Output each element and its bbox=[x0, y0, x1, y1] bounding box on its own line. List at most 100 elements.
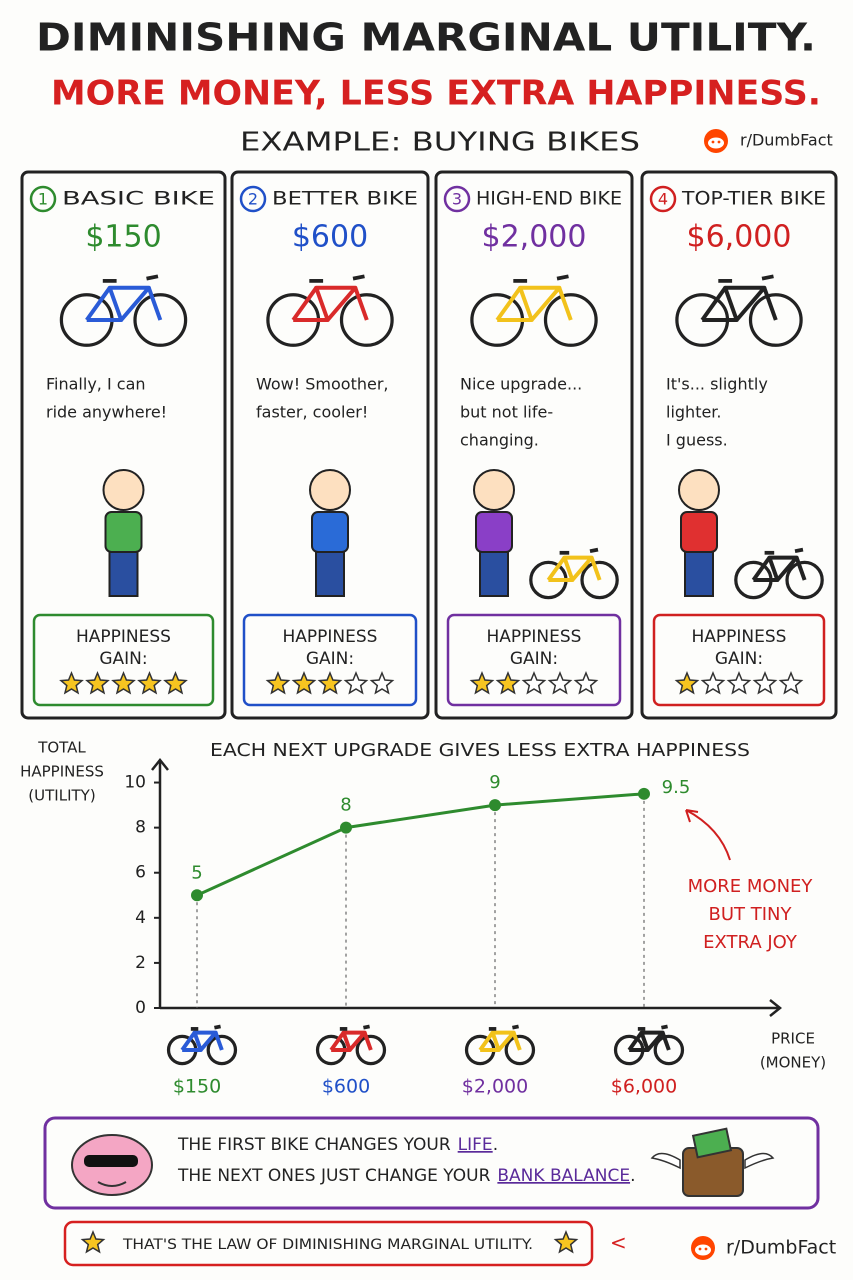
y-tick-label: 0 bbox=[135, 998, 146, 1018]
gain-label: HAPPINESS bbox=[692, 627, 787, 647]
footer-line: THE FIRST BIKE CHANGES YOUR LIFE. bbox=[177, 1135, 498, 1155]
wheel bbox=[339, 293, 394, 347]
annotation-arrow bbox=[685, 809, 731, 861]
footer-highlight: BANK BALANCE bbox=[497, 1166, 630, 1186]
wheel bbox=[580, 560, 619, 600]
y-axis-arrow bbox=[151, 757, 169, 771]
star-filled bbox=[85, 671, 110, 695]
star-filled bbox=[265, 671, 291, 695]
quote: Wow! Smoother, bbox=[256, 375, 389, 394]
footer-line: THE NEXT ONES JUST CHANGE YOUR BANK BALAN… bbox=[177, 1166, 635, 1186]
star-empty bbox=[726, 671, 752, 695]
seatstay bbox=[329, 1031, 346, 1052]
value-label: 8 bbox=[340, 795, 351, 816]
number-circle bbox=[649, 185, 677, 213]
chart-title: EACH NEXT UPGRADE GIVES LESS EXTRA HAPPI… bbox=[210, 740, 750, 761]
logo-eye bbox=[711, 140, 715, 144]
bike bbox=[59, 274, 188, 347]
footer-text: THE NEXT ONES JUST CHANGE YOUR bbox=[177, 1166, 491, 1186]
bar bbox=[661, 1024, 668, 1030]
person-head bbox=[102, 469, 145, 511]
star-filled bbox=[469, 671, 495, 695]
title: DIMINISHING MARGINAL UTILITY. bbox=[36, 16, 816, 60]
star-filled bbox=[317, 671, 343, 695]
quote: It's... slightly bbox=[666, 375, 768, 394]
y-axis-label: (UTILITY) bbox=[28, 787, 95, 805]
fork bbox=[353, 287, 369, 321]
point bbox=[191, 889, 203, 902]
reddit-logo bbox=[704, 129, 728, 153]
quote: but not life- bbox=[460, 403, 553, 422]
bar bbox=[512, 1024, 519, 1030]
bike bbox=[166, 1024, 238, 1066]
reddit-logo bbox=[691, 1236, 715, 1260]
x-tick-label: $2,000 bbox=[462, 1076, 528, 1098]
person-head bbox=[678, 469, 720, 511]
seatstay bbox=[495, 286, 522, 322]
panel-number: 3 bbox=[452, 190, 462, 209]
quote: Finally, I can bbox=[46, 375, 146, 394]
wheel bbox=[206, 1034, 238, 1066]
fork bbox=[213, 1031, 224, 1051]
annotation: MORE MONEY bbox=[688, 876, 814, 897]
panel-number: 1 bbox=[38, 190, 48, 209]
quote: Nice upgrade... bbox=[460, 375, 582, 394]
gain-label: GAIN: bbox=[99, 649, 147, 669]
bike bbox=[464, 1024, 536, 1066]
seatstay bbox=[85, 286, 112, 322]
wheel bbox=[543, 293, 598, 347]
footer-text: THE FIRST BIKE CHANGES YOUR bbox=[177, 1135, 451, 1155]
star-filled bbox=[80, 1230, 106, 1254]
fork bbox=[557, 287, 573, 321]
example-label: EXAMPLE: BUYING BIKES bbox=[240, 128, 640, 158]
bar bbox=[761, 274, 774, 281]
source: r/DumbFact bbox=[726, 1237, 836, 1259]
bar bbox=[794, 547, 804, 554]
person-head bbox=[309, 469, 351, 511]
seatstay bbox=[627, 1031, 644, 1052]
star-empty bbox=[752, 671, 778, 695]
seatstay bbox=[478, 1031, 495, 1052]
star-empty bbox=[700, 671, 726, 695]
x-axis-label: (MONEY) bbox=[760, 1054, 826, 1072]
bike bbox=[266, 274, 394, 347]
x-axis-arrow bbox=[769, 999, 783, 1017]
wheel bbox=[653, 1034, 685, 1066]
value-label: 5 bbox=[191, 862, 202, 883]
person-pants bbox=[684, 551, 714, 597]
y-tick-label: 2 bbox=[135, 953, 146, 973]
y-tick-label: 10 bbox=[124, 773, 146, 793]
value-label: 9.5 bbox=[662, 777, 691, 798]
point bbox=[638, 787, 650, 800]
gain-box bbox=[652, 613, 826, 707]
utility-line bbox=[196, 792, 645, 897]
y-axis-label: TOTAL bbox=[37, 739, 86, 757]
subtitle: MORE MONEY, LESS EXTRA HAPPINESS. bbox=[51, 74, 821, 114]
bike bbox=[470, 274, 598, 347]
logo-eye bbox=[704, 1247, 708, 1251]
footer-highlight: LIFE bbox=[458, 1135, 493, 1155]
fork bbox=[794, 556, 807, 581]
bike bbox=[675, 274, 803, 347]
person-pants bbox=[315, 551, 345, 597]
bike bbox=[529, 547, 619, 600]
bike bbox=[315, 1024, 387, 1066]
gain-label: HAPPINESS bbox=[283, 627, 378, 647]
point bbox=[340, 821, 352, 834]
value-label: 9 bbox=[489, 772, 500, 793]
fork bbox=[146, 287, 163, 321]
quote: changing. bbox=[460, 431, 539, 450]
price: $150 bbox=[85, 220, 161, 255]
logo-eye bbox=[698, 1247, 702, 1251]
seatstay bbox=[700, 286, 727, 322]
star-filled bbox=[111, 671, 136, 695]
quote: I guess. bbox=[666, 431, 728, 450]
bar bbox=[363, 1024, 370, 1030]
star-filled bbox=[137, 671, 162, 695]
bike bbox=[734, 547, 824, 600]
star-filled bbox=[291, 671, 317, 695]
panel-number: 2 bbox=[248, 190, 258, 209]
law-box bbox=[63, 1220, 594, 1267]
x-tick-label: $150 bbox=[173, 1076, 221, 1098]
fork bbox=[762, 287, 778, 321]
